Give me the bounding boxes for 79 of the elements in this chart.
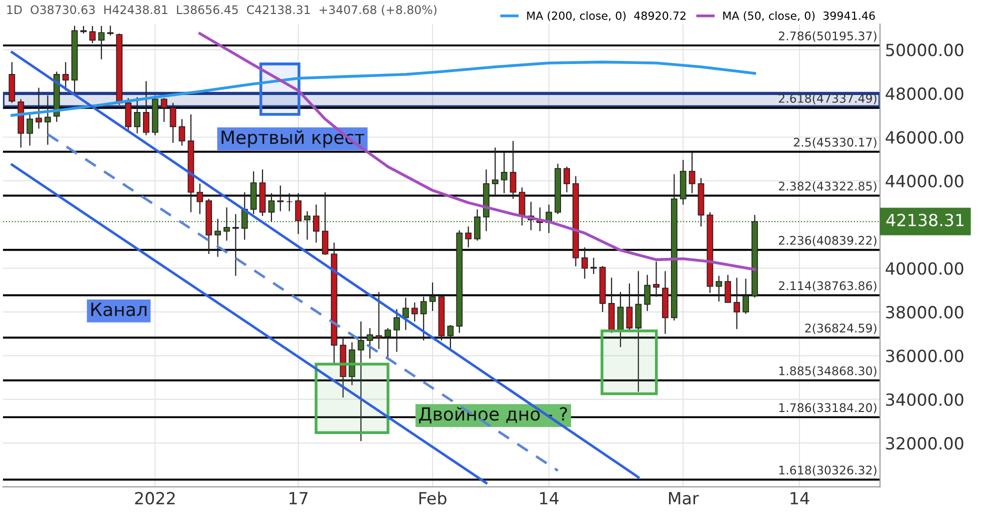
candlestick [322, 192, 328, 256]
candlestick [402, 297, 409, 331]
y-tick-label: 40000.00 [886, 262, 964, 275]
line-series [10, 60, 756, 117]
candlestick [384, 328, 391, 360]
candlestick [62, 62, 69, 92]
candlestick [492, 147, 498, 196]
candlestick [742, 278, 749, 314]
candlestick [26, 114, 34, 146]
x-tick-label: 14 [540, 492, 559, 504]
x-tick-label: 17 [290, 492, 308, 504]
y-tick-label: 38000.00 [886, 306, 964, 319]
y-tick-label: 36000.00 [886, 350, 964, 362]
y-tick-label: 48000.00 [886, 87, 964, 100]
y-tick-label: 50000.00 [886, 44, 964, 56]
candlestick [617, 291, 624, 348]
candlestick [107, 25, 114, 36]
legend-label: MA (200, close, 0) 48920.72 [527, 11, 686, 22]
ref-line-label: 1.885(34868.30) [779, 366, 876, 377]
ref-line-label: 2.382(43322.85) [778, 181, 876, 192]
candlestick [429, 282, 436, 312]
candlestick [196, 183, 204, 215]
y-tick-label: 34000.00 [886, 393, 964, 406]
ref-line-label: 2.5(45330.17) [794, 138, 876, 148]
candlestick [178, 118, 186, 146]
candlestick [465, 226, 472, 248]
chart-title: 1D O38730.63 H42438.81 L38656.45 C42138.31 +3407.68 (+8.80%) [7, 5, 436, 16]
candlestick [688, 152, 696, 194]
candlestick [295, 192, 302, 235]
candlestick [376, 291, 382, 350]
candlestick [564, 166, 570, 193]
x-tick-label: 2022 [135, 492, 175, 505]
annotation: Мертвый крест [222, 130, 364, 148]
ref-line-label: 2(36824.59) [805, 323, 876, 334]
ref-line-label: 2.236(40839.22) [778, 236, 876, 246]
y-tick-label: 44000.00 [886, 174, 964, 188]
candlestick [581, 246, 588, 280]
candlestick [500, 152, 508, 194]
y-tick-label: 32000.00 [886, 437, 964, 450]
candlestick [635, 270, 642, 392]
candlestick [724, 274, 732, 303]
x-tick-label: Mar [669, 492, 699, 505]
candlestick [160, 98, 168, 122]
x-tick-label: Feb [419, 492, 446, 505]
ref-line-label: 2.618(47337.49) [778, 94, 876, 104]
ref-line-label: 2.786(50195.37) [778, 31, 876, 42]
candlestick [366, 328, 374, 360]
candlestick [44, 94, 51, 146]
candlestick [653, 261, 660, 298]
y-tick-label: 46000.00 [886, 131, 964, 144]
candlestick [447, 324, 454, 350]
candlestick [142, 80, 150, 136]
candlestick [590, 257, 597, 274]
candlestick [170, 102, 176, 144]
candlestick [313, 204, 320, 244]
candlestick [734, 277, 740, 330]
candlestick [134, 96, 140, 134]
legend-label: MA (50, close, 0) 39941.46 [723, 11, 875, 22]
candlestick [626, 282, 633, 332]
annotation: Канал [91, 302, 146, 316]
candlestick [98, 25, 105, 60]
ref-line-label: 1.618(30326.32) [779, 465, 876, 476]
candlestick [644, 274, 651, 312]
candlestick [358, 320, 364, 442]
candlestick [716, 275, 722, 302]
candlestick [420, 296, 427, 341]
ref-line-label: 2.114(38763.86) [778, 281, 876, 292]
candlestick [510, 140, 516, 200]
ref-line-label: 1.786(33184.20) [779, 402, 876, 414]
candlestick [232, 214, 239, 276]
candlestick [125, 98, 132, 132]
candlestick [36, 87, 42, 130]
ref-line-label: 42138.31 [886, 214, 964, 226]
candlestick [394, 308, 400, 352]
candlestick [89, 25, 96, 44]
line-series [198, 32, 756, 271]
candlestick [286, 192, 293, 212]
candlestick [411, 302, 418, 322]
x-tick-label: 14 [790, 492, 810, 504]
